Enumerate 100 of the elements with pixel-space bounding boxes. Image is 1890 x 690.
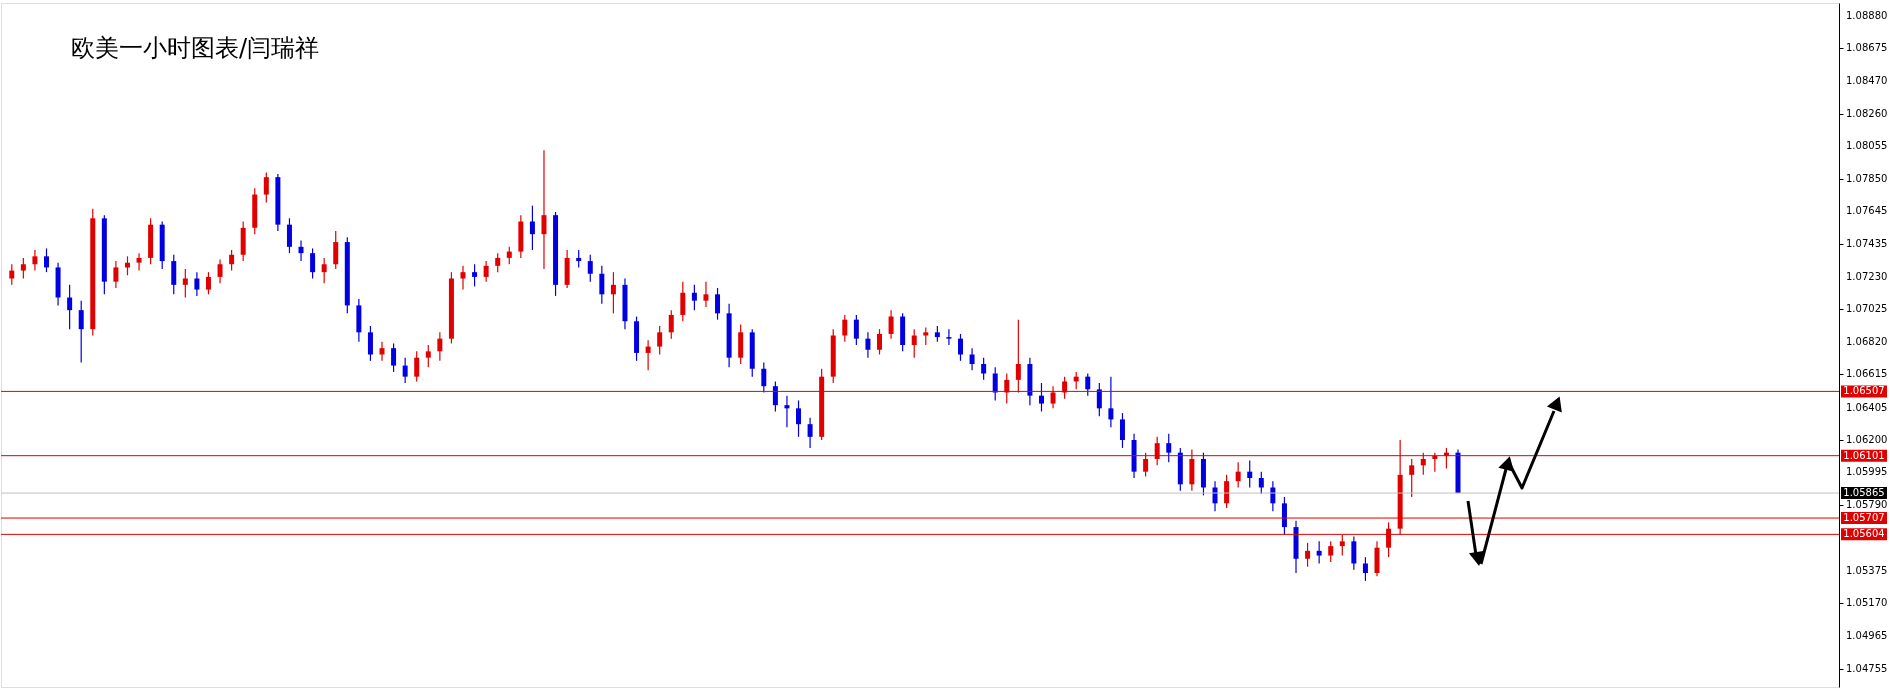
y-tick-label: 1.06405 (1846, 401, 1888, 413)
y-tick-label: 1.08055 (1846, 140, 1888, 152)
candlestick (136, 252, 142, 272)
candlestick (784, 395, 790, 428)
candlestick (865, 331, 871, 359)
y-tick-label: 1.07230 (1846, 270, 1888, 282)
y-tick-label: 1.08880 (1846, 9, 1888, 21)
candlestick (229, 249, 235, 272)
candlestick (67, 284, 73, 330)
candlestick (310, 247, 316, 280)
candlestick (1328, 540, 1334, 563)
candlestick (992, 366, 998, 402)
candlestick (645, 339, 651, 371)
candlestick (391, 342, 397, 373)
candlestick (20, 257, 26, 280)
candlestick (437, 331, 443, 362)
y-tick-label: 1.06615 (1846, 368, 1888, 380)
ref-line-label: 1.05604 (1843, 528, 1885, 540)
candlestick (796, 399, 802, 438)
candlestick (78, 300, 84, 364)
candlestick (1038, 382, 1044, 413)
ref-line-label: 1.06507 (1843, 385, 1885, 397)
candlestick (691, 284, 697, 311)
candlestick (1224, 474, 1230, 509)
candlestick (402, 357, 408, 384)
candlestick (1305, 542, 1311, 568)
candlestick (1351, 535, 1357, 571)
candlestick (772, 380, 778, 413)
text: 欧美一小时图表/闫瑞祥 (71, 34, 320, 62)
y-tick-label: 1.08675 (1846, 42, 1888, 54)
y-tick-label: 1.06200 (1846, 434, 1888, 445)
candlestick (472, 263, 478, 288)
candlestick (194, 271, 200, 297)
candlestick (217, 258, 223, 284)
candlestick (298, 239, 304, 262)
y-tick-label: 1.05995 (1846, 466, 1888, 478)
candlestick (9, 263, 15, 286)
candlestick (657, 325, 663, 356)
candlestick (43, 247, 49, 273)
candlestick (483, 260, 489, 283)
y-tick-label: 1.07435 (1846, 238, 1888, 250)
candlestick (1096, 382, 1102, 417)
candlestick (205, 271, 211, 295)
candlestick (888, 309, 894, 340)
candlestick (1247, 459, 1253, 489)
ref-line-label: 1.06101 (1843, 449, 1885, 461)
candlestick (367, 325, 373, 362)
candlestick (379, 341, 385, 362)
candlestick (541, 149, 547, 270)
candlestick (957, 333, 963, 362)
candlestick (1258, 471, 1264, 495)
y-tick-label: 1.07025 (1846, 303, 1888, 315)
candlestick (842, 314, 848, 343)
candlestick (1166, 433, 1172, 463)
candlestick (680, 281, 686, 322)
y-tick-label: 1.05375 (1846, 564, 1888, 576)
candlestick (286, 217, 292, 254)
y-tick-label: 1.04755 (1846, 662, 1888, 674)
candlestick (1281, 496, 1287, 536)
candlestick (668, 309, 674, 340)
candlestick (495, 252, 501, 273)
candlestick (1316, 540, 1322, 565)
candlestick (877, 328, 883, 356)
ref-line-label: 1.05865 (1843, 487, 1885, 499)
y-tick-label: 1.08470 (1846, 74, 1888, 86)
y-tick-label: 1.07645 (1846, 205, 1888, 217)
candlestick (1085, 372, 1091, 397)
candlestick (1409, 458, 1415, 498)
candlestick (981, 357, 987, 381)
y-tick-label: 1.07850 (1846, 172, 1888, 184)
candlestick (425, 344, 431, 368)
candlestick (263, 171, 269, 204)
candlestick (333, 230, 339, 270)
candlestick (414, 350, 420, 383)
candlestick (321, 257, 327, 284)
candlestick (715, 287, 721, 321)
y-tick-label: 1.05170 (1846, 597, 1888, 609)
candlestick (1235, 461, 1241, 489)
candlestick (853, 314, 859, 346)
candlestick (610, 271, 616, 314)
y-tick-label: 1.05790 (1846, 498, 1888, 510)
candlestick (599, 265, 605, 305)
candlestick (1108, 376, 1114, 428)
candlestick (32, 249, 38, 272)
candlestick (587, 254, 593, 283)
candlestick (761, 361, 767, 394)
candlestick (113, 260, 119, 289)
y-tick-label: 1.06820 (1846, 335, 1888, 347)
candlestick (1362, 556, 1368, 582)
candlestick (460, 265, 466, 291)
candlestick (969, 347, 975, 371)
candlestick (807, 417, 813, 449)
candlestick (703, 281, 709, 308)
candlestick (1119, 412, 1125, 449)
candlestick (946, 328, 952, 346)
candlestick (529, 205, 535, 251)
candlestick (911, 328, 917, 359)
candlestick (171, 254, 177, 295)
y-tick-label: 1.08260 (1846, 107, 1888, 119)
y-tick-label: 1.04965 (1846, 629, 1888, 641)
